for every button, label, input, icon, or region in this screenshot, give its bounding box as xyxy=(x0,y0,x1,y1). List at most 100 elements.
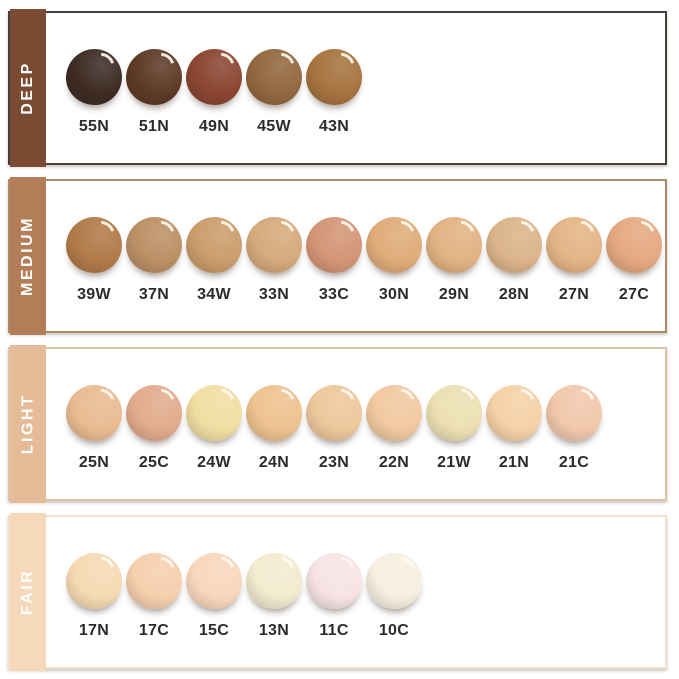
swatch-10c: 10C xyxy=(364,553,424,667)
swatch-29n: 29N xyxy=(424,217,484,331)
swatch-21c: 21C xyxy=(544,385,604,499)
swatch-24w: 24W xyxy=(184,385,244,499)
swatch-list: 25N 25C 24W 24N 23N 22N 21W 21N 21C xyxy=(64,349,663,499)
shade-code-label: 25C xyxy=(138,454,170,471)
swatch-34w: 34W xyxy=(184,217,244,331)
shade-swatch-blob xyxy=(306,385,362,441)
swatch-17n: 17N xyxy=(64,553,124,667)
shade-swatch-blob xyxy=(486,385,542,441)
shade-swatch-blob xyxy=(66,217,122,273)
shade-code-label: 11C xyxy=(319,622,349,639)
shade-code-label: 17N xyxy=(78,622,110,639)
shade-swatch-blob xyxy=(66,385,122,441)
gloss-highlight xyxy=(210,49,238,76)
category-label: DEEP xyxy=(19,61,37,115)
shade-row-deep: DEEP 55N 51N 49N 45W 43N xyxy=(8,9,667,167)
swatch-33n: 33N xyxy=(244,217,304,331)
shade-code-label: 45W xyxy=(257,118,291,135)
swatch-13n: 13N xyxy=(244,553,304,667)
gloss-highlight xyxy=(270,49,298,76)
shade-swatch-blob xyxy=(546,217,602,273)
shade-swatch-blob xyxy=(186,385,242,441)
swatch-11c: 11C xyxy=(304,553,364,667)
category-tab-fair: FAIR xyxy=(10,513,46,671)
shade-code-label: 21C xyxy=(558,454,590,471)
gloss-highlight xyxy=(570,385,598,412)
shade-code-label: 24N xyxy=(258,454,290,471)
shade-swatch-blob xyxy=(246,553,302,609)
gloss-highlight xyxy=(150,385,178,412)
swatch-15c: 15C xyxy=(184,553,244,667)
shade-code-label: 37N xyxy=(138,286,170,303)
gloss-highlight xyxy=(390,217,418,244)
shade-swatch-blob xyxy=(546,385,602,441)
swatch-list: 55N 51N 49N 45W 43N xyxy=(64,13,663,163)
gloss-highlight xyxy=(570,217,598,244)
category-label: LIGHT xyxy=(19,393,36,455)
shade-swatch-blob xyxy=(246,49,302,105)
shade-code-label: 21N xyxy=(498,454,530,471)
shade-code-label: 30N xyxy=(378,286,410,303)
shade-swatch-blob xyxy=(66,49,122,105)
category-label: MEDIUM xyxy=(19,216,37,296)
gloss-highlight xyxy=(210,385,238,412)
shade-code-label: 33C xyxy=(318,286,350,303)
shade-swatch-blob xyxy=(186,553,242,609)
gloss-highlight xyxy=(150,49,178,76)
category-tab-medium: MEDIUM xyxy=(10,177,46,335)
swatch-27n: 27N xyxy=(544,217,604,331)
gloss-highlight xyxy=(270,553,298,580)
shade-swatch-blob xyxy=(246,385,302,441)
shade-code-label: 39W xyxy=(77,286,111,303)
gloss-highlight xyxy=(330,553,358,580)
gloss-highlight xyxy=(270,385,298,412)
shade-code-label: 25N xyxy=(78,454,110,471)
swatch-55n: 55N xyxy=(64,49,124,163)
swatch-25c: 25C xyxy=(124,385,184,499)
shade-code-label: 28N xyxy=(498,286,530,303)
swatch-28n: 28N xyxy=(484,217,544,331)
shade-code-label: 23N xyxy=(318,454,350,471)
shade-swatch-blob xyxy=(366,385,422,441)
shade-swatch-blob xyxy=(426,385,482,441)
gloss-highlight xyxy=(90,553,118,580)
shade-swatch-blob xyxy=(366,553,422,609)
shade-swatch-blob xyxy=(306,49,362,105)
gloss-highlight xyxy=(90,49,118,76)
swatch-21w: 21W xyxy=(424,385,484,499)
shade-code-label: 15C xyxy=(198,622,230,639)
category-tab-deep: DEEP xyxy=(10,9,46,167)
swatch-list: 17N 17C 15C 13N 11C 10C xyxy=(64,517,663,667)
shade-code-label: 17C xyxy=(138,622,170,639)
swatch-21n: 21N xyxy=(484,385,544,499)
shade-swatch-blob xyxy=(246,217,302,273)
shade-code-label: 10C xyxy=(378,622,410,639)
swatch-39w: 39W xyxy=(64,217,124,331)
gloss-highlight xyxy=(330,217,358,244)
shade-swatch-blob xyxy=(606,217,662,273)
shade-swatch-blob xyxy=(126,49,182,105)
shade-code-label: 27C xyxy=(618,286,650,303)
swatch-30n: 30N xyxy=(364,217,424,331)
swatch-25n: 25N xyxy=(64,385,124,499)
shade-swatch-blob xyxy=(186,217,242,273)
gloss-highlight xyxy=(390,553,418,580)
shade-code-label: 43N xyxy=(318,118,350,135)
shade-row-fair: FAIR 17N 17C 15C 13N 11C 10C xyxy=(8,513,667,671)
shade-code-label: 24W xyxy=(197,454,231,471)
gloss-highlight xyxy=(150,217,178,244)
category-label: FAIR xyxy=(19,568,37,616)
gloss-highlight xyxy=(450,385,478,412)
swatch-49n: 49N xyxy=(184,49,244,163)
gloss-highlight xyxy=(510,385,538,412)
shade-code-label: 22N xyxy=(378,454,410,471)
shade-swatch-blob xyxy=(426,217,482,273)
shade-code-label: 21W xyxy=(437,454,471,471)
category-tab-light: LIGHT xyxy=(10,345,46,503)
gloss-highlight xyxy=(150,553,178,580)
swatch-24n: 24N xyxy=(244,385,304,499)
gloss-highlight xyxy=(390,385,418,412)
swatch-23n: 23N xyxy=(304,385,364,499)
swatch-43n: 43N xyxy=(304,49,364,163)
